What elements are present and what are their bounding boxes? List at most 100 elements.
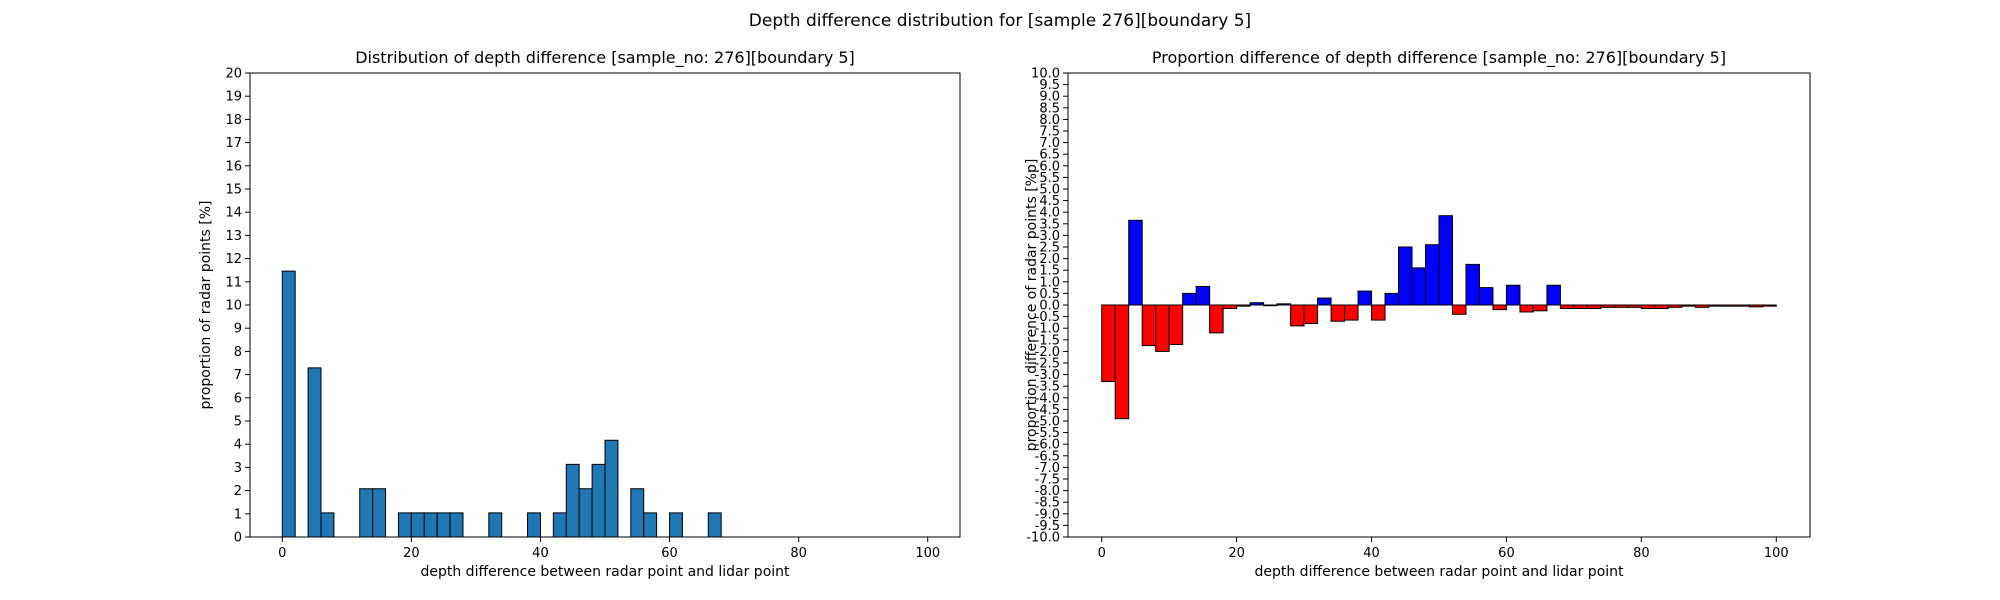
histogram-bar — [604, 439, 619, 538]
y-tick-label: 12 — [225, 252, 242, 267]
y-tick-label: 7.0 — [1039, 136, 1060, 151]
histogram-bar — [1546, 284, 1561, 306]
histogram-bar — [527, 512, 541, 538]
histogram-bar — [397, 512, 412, 538]
histogram-bar — [1559, 304, 1575, 309]
histogram-bar — [1505, 284, 1521, 306]
y-tick-label: -1.5 — [1035, 333, 1060, 348]
y-tick-label: 11 — [225, 275, 242, 290]
histogram-bar — [372, 488, 387, 538]
y-tick-label: -4.5 — [1035, 403, 1060, 418]
y-tick-label: 7.5 — [1039, 125, 1060, 140]
y-tick-label: -10.0 — [1026, 531, 1060, 546]
histogram-bar — [436, 512, 451, 538]
y-tick-label: 17 — [225, 136, 242, 151]
histogram-bar — [307, 367, 322, 538]
x-tick-label: 100 — [1764, 546, 1789, 561]
y-tick-label: -3.0 — [1035, 368, 1060, 383]
histogram-bar — [1101, 304, 1116, 383]
y-tick-label: 10.0 — [1031, 67, 1060, 82]
y-tick-label: 10 — [225, 299, 242, 314]
histogram-bar — [552, 512, 567, 538]
y-tick-label: 1 — [234, 507, 242, 522]
histogram-bar — [1371, 304, 1386, 321]
histogram-bar — [1708, 304, 1723, 307]
y-tick-label: 13 — [225, 229, 242, 244]
y-tick-label: 2.5 — [1039, 241, 1060, 256]
x-tick-label: 80 — [1633, 546, 1650, 561]
histogram-bar — [1276, 303, 1292, 306]
histogram-bar — [1141, 304, 1157, 347]
histogram-bar — [1128, 219, 1143, 306]
histogram-bar — [1411, 267, 1427, 306]
histogram-bar — [1182, 292, 1197, 306]
histogram-bar — [1209, 304, 1224, 334]
x-tick-label: 40 — [1363, 546, 1380, 561]
y-tick-label: -1.0 — [1035, 322, 1060, 337]
histogram-bar — [488, 512, 503, 538]
y-tick-label: 8 — [234, 345, 242, 360]
x-tick-label: 0 — [278, 546, 286, 561]
left-histogram-panel: Distribution of depth difference [sample… — [198, 48, 961, 580]
y-tick-label: -9.5 — [1035, 519, 1060, 534]
histogram-bar — [1532, 304, 1548, 312]
histogram-bar — [1168, 304, 1184, 345]
histogram-bar — [1600, 304, 1615, 308]
histogram-bar — [1762, 304, 1777, 307]
y-tick-label: 19 — [225, 90, 242, 105]
y-tick-label: 16 — [225, 159, 242, 174]
y-tick-label: -4.0 — [1035, 391, 1060, 406]
histogram-bar — [1357, 290, 1373, 306]
x-tick-label: 100 — [915, 546, 940, 561]
histogram-bar — [1425, 244, 1440, 306]
y-tick-label: 3.0 — [1039, 229, 1060, 244]
histogram-bar — [669, 512, 683, 538]
y-tick-label: -5.0 — [1035, 415, 1060, 430]
y-tick-label: 1.5 — [1039, 264, 1060, 279]
y-tick-label: 14 — [225, 206, 242, 221]
y-tick-label: 0.5 — [1039, 287, 1060, 302]
histogram-bar — [410, 512, 425, 538]
y-tick-label: 20 — [225, 67, 242, 82]
histogram-bar — [1236, 304, 1251, 307]
y-axis-label: proportion difference of radar points [%… — [1024, 159, 1040, 452]
histogram-bar — [578, 488, 593, 538]
histogram-bar — [1384, 292, 1400, 306]
y-tick-label: 6.5 — [1039, 148, 1060, 163]
x-tick-label: 60 — [1498, 546, 1515, 561]
x-tick-label: 20 — [1228, 546, 1245, 561]
y-tick-label: 5 — [234, 415, 242, 430]
y-tick-label: 8.5 — [1039, 101, 1060, 116]
right-difference-panel: Proportion difference of depth differenc… — [1024, 48, 1811, 580]
histogram-bar — [1330, 304, 1346, 322]
histogram-bar — [1492, 304, 1507, 311]
y-tick-label: 0.0 — [1039, 299, 1060, 314]
y-tick-label: 0 — [234, 531, 242, 546]
histogram-bar — [320, 512, 335, 538]
x-tick-label: 40 — [532, 546, 549, 561]
histogram-bar — [1465, 263, 1480, 306]
x-tick-label: 60 — [661, 546, 678, 561]
histogram-bar — [281, 270, 296, 538]
y-tick-label: 9.5 — [1039, 78, 1060, 93]
y-tick-label: 2 — [234, 484, 242, 499]
histogram-bar — [591, 463, 606, 538]
histogram-bar — [643, 512, 658, 538]
y-tick-label: 9.0 — [1039, 90, 1060, 105]
histogram-bar — [423, 512, 438, 538]
y-tick-label: -2.0 — [1035, 345, 1060, 360]
histogram-bar — [1654, 304, 1669, 309]
x-axis-label: depth difference between radar point and… — [1254, 564, 1624, 580]
y-tick-label: 3 — [234, 461, 242, 476]
x-tick-label: 20 — [403, 546, 420, 561]
y-tick-label: 15 — [225, 183, 242, 198]
histogram-bar — [1303, 304, 1319, 325]
histogram-bar — [1438, 215, 1453, 306]
histogram-bar — [1317, 297, 1332, 306]
histogram-bar — [1519, 304, 1534, 313]
y-tick-label: -2.5 — [1035, 357, 1060, 372]
y-tick-label: 5.0 — [1039, 183, 1060, 198]
y-tick-label: -7.5 — [1035, 473, 1060, 488]
